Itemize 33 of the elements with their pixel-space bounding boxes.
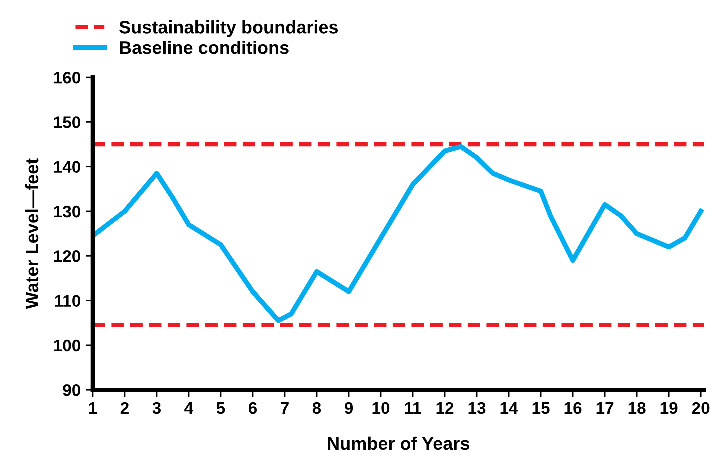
y-tick-label: 120 xyxy=(54,250,80,262)
x-tick-label: 7 xyxy=(281,402,289,414)
x-tick-label: 11 xyxy=(405,402,422,414)
x-tick-label: 19 xyxy=(660,402,678,414)
x-tick-label: 12 xyxy=(436,402,454,414)
x-tick-label: 18 xyxy=(628,402,646,414)
y-tick-label: 140 xyxy=(54,161,80,174)
legend-label: Sustainability boundaries xyxy=(120,20,338,38)
x-tick-label: 1 xyxy=(89,402,98,414)
x-tick-label: 20 xyxy=(692,402,710,414)
x-tick-label: 6 xyxy=(248,402,258,414)
x-tick-label: 2 xyxy=(120,402,129,414)
legend-label: Baseline conditions xyxy=(120,40,289,54)
y-tick-label: 90 xyxy=(63,384,80,396)
y-tick-label: 150 xyxy=(54,116,80,128)
x-axis-title: Number of Years xyxy=(328,436,470,450)
x-tick-label: 4 xyxy=(184,402,194,414)
x-tick-label: 17 xyxy=(596,402,614,414)
x-tick-label: 13 xyxy=(468,402,486,414)
y-axis-title: Water Level—feet xyxy=(25,158,39,310)
y-tick-label: 130 xyxy=(54,206,80,218)
x-tick-label: 9 xyxy=(344,402,354,414)
x-tick-label: 5 xyxy=(216,402,226,414)
x-tick-label: 15 xyxy=(532,402,550,414)
line-series xyxy=(92,144,704,324)
x-tick-label: 16 xyxy=(564,402,582,414)
x-tick-label: 3 xyxy=(152,402,161,414)
y-tick-label: 160 xyxy=(54,72,80,84)
x-tick-label: 8 xyxy=(312,402,322,414)
x-tick-label: 14 xyxy=(500,402,518,414)
x-tick-label: 10 xyxy=(372,402,390,414)
y-tick-label: 110 xyxy=(55,295,80,308)
y-tick-label: 100 xyxy=(54,340,80,352)
